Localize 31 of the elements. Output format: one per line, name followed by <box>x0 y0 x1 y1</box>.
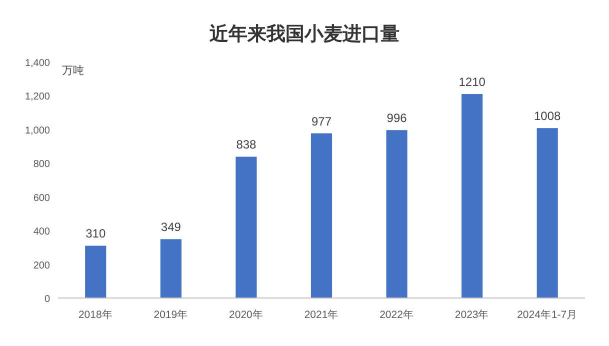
x-tick-label: 2018年 <box>78 309 113 321</box>
x-tick-label: 2023年 <box>454 309 490 321</box>
x-tick-label: 2020年 <box>229 309 264 321</box>
y-tick-label: 1,000 <box>24 125 50 136</box>
y-axis-title: 万吨 <box>62 64 84 77</box>
y-tick-label: 200 <box>33 260 50 272</box>
data-label: 310 <box>86 226 106 241</box>
data-label: 838 <box>236 138 257 152</box>
data-label: 1008 <box>534 109 562 124</box>
data-label: 996 <box>386 111 408 126</box>
bar <box>462 94 483 298</box>
y-tick-label: 400 <box>33 226 50 238</box>
chart-title: 近年来我国小麦进口量 <box>208 23 400 45</box>
bar <box>85 246 106 298</box>
bar <box>386 130 408 298</box>
data-label: 977 <box>311 114 332 128</box>
bar <box>236 156 257 298</box>
y-tick-label: 600 <box>33 192 50 204</box>
data-label: 1210 <box>458 75 486 90</box>
y-tick-label: 0 <box>44 294 50 305</box>
y-tick-label: 800 <box>33 159 50 170</box>
x-tick-label: 2019年 <box>154 309 188 321</box>
y-tick-label: 1,400 <box>24 58 50 69</box>
y-tick-label: 1,200 <box>24 92 50 103</box>
x-tick-label: 2024年1-7月 <box>517 309 578 321</box>
bar <box>536 128 558 298</box>
bar <box>160 239 182 298</box>
data-label: 349 <box>160 220 182 234</box>
x-tick-label: 2021年 <box>304 309 339 321</box>
bar <box>310 133 332 298</box>
x-tick-label: 2022年 <box>380 309 414 321</box>
